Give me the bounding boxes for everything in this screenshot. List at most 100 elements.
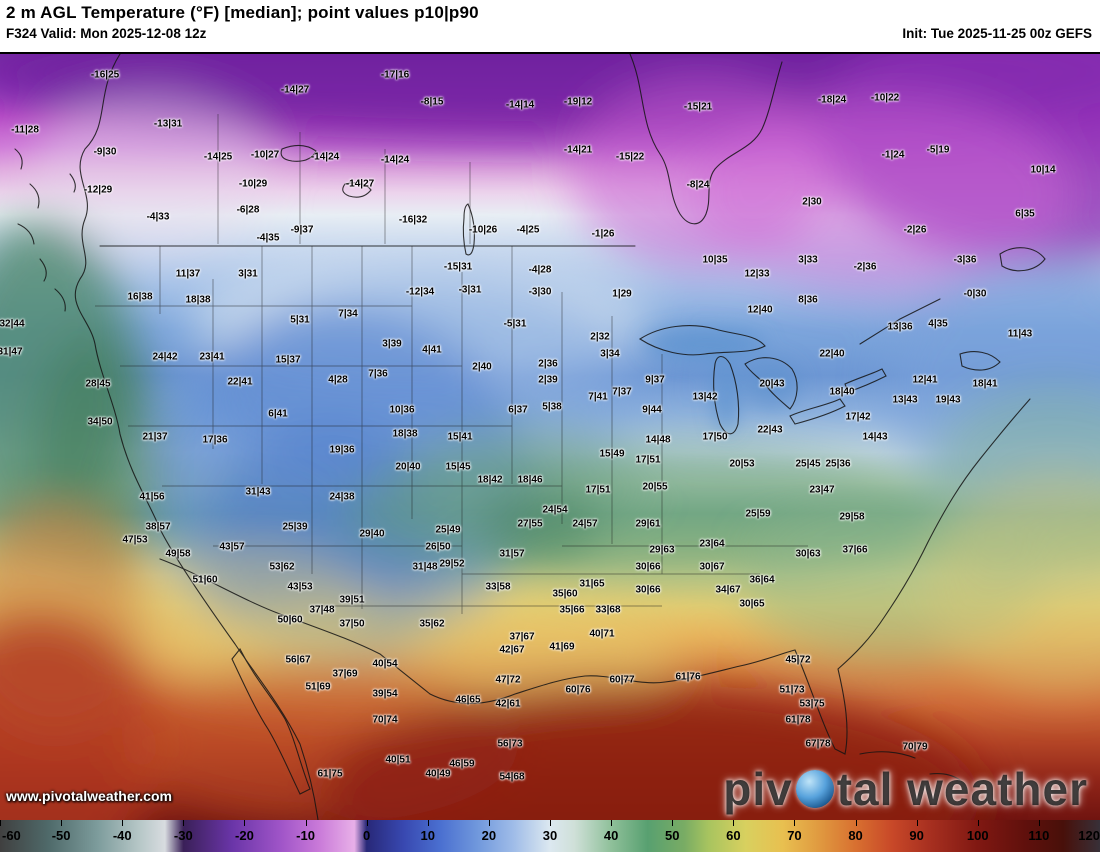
- point-value: 29|63: [649, 544, 675, 556]
- point-value: 60|76: [565, 684, 591, 696]
- brand-text-right: tal weather: [836, 763, 1088, 815]
- point-value: 22|43: [757, 424, 783, 436]
- point-value: 22|40: [819, 348, 845, 360]
- colorbar-tick-label: 120: [1078, 828, 1100, 843]
- point-value: 40|71: [589, 628, 615, 640]
- point-value: 31|57: [499, 548, 525, 560]
- point-value: 4|35: [928, 318, 948, 330]
- point-value: 17|51: [585, 484, 611, 496]
- point-value: 3|39: [382, 338, 402, 350]
- point-value: 40|49: [425, 768, 451, 780]
- colorbar-tick-label: 100: [966, 828, 989, 843]
- point-value: 30|65: [739, 598, 765, 610]
- point-value: 9|37: [645, 374, 665, 386]
- brand-watermark: piv tal weather: [723, 762, 1088, 816]
- point-value: 17|36: [202, 434, 228, 446]
- colorbar-tick: [550, 820, 551, 826]
- point-value: -15|22: [615, 151, 645, 163]
- point-value: 22|41: [227, 376, 253, 388]
- point-value: 25|36: [825, 458, 851, 470]
- point-value: 61|76: [675, 671, 701, 683]
- point-value: 10|36: [389, 404, 415, 416]
- point-value: -8|15: [420, 96, 444, 108]
- point-value: -5|19: [926, 144, 950, 156]
- colorbar-tick: [0, 820, 1, 826]
- point-value: 23|47: [809, 484, 835, 496]
- point-value: 5|38: [542, 401, 562, 413]
- point-value: 29|58: [839, 511, 865, 523]
- point-value: -5|31: [503, 318, 527, 330]
- point-value: 13|42: [692, 391, 718, 403]
- point-value: 67|78: [805, 738, 831, 750]
- point-value: 18|41: [972, 378, 998, 390]
- point-value: 12|41: [912, 374, 938, 386]
- brand-text-left: piv: [723, 763, 793, 815]
- point-value: -9|30: [93, 146, 117, 158]
- point-value: 8|36: [798, 294, 818, 306]
- point-value: 21|37: [142, 431, 168, 443]
- point-value: -16|25: [90, 69, 120, 81]
- point-value: 61|78: [785, 714, 811, 726]
- colorbar-tick-label: 90: [909, 828, 924, 843]
- point-value: -19|12: [563, 96, 593, 108]
- colorbar-tick: [916, 820, 918, 826]
- point-value: 4|28: [328, 374, 348, 386]
- point-value: 7|36: [368, 368, 388, 380]
- point-value: -3|31: [458, 284, 482, 296]
- point-value: -4|25: [516, 224, 540, 236]
- point-value: 31|48: [412, 561, 438, 573]
- point-value: 53|75: [799, 698, 825, 710]
- point-value: 18|42: [477, 474, 503, 486]
- point-value: 19|43: [935, 394, 961, 406]
- point-value: 70|79: [902, 741, 928, 753]
- colorbar-tick-label: 80: [848, 828, 863, 843]
- point-value: 31|65: [579, 578, 605, 590]
- point-value: 7|37: [612, 386, 632, 398]
- point-value: 31|43: [245, 486, 271, 498]
- point-value: 35|60: [552, 588, 578, 600]
- point-value: 56|73: [497, 738, 523, 750]
- point-value: 25|59: [745, 508, 771, 520]
- point-value: -8|24: [686, 179, 710, 191]
- point-value: 4|41: [422, 344, 442, 356]
- colorbar-tick-label: 10: [420, 828, 435, 843]
- point-value: 12|33: [744, 268, 770, 280]
- point-value: 30|66: [635, 584, 661, 596]
- colorbar-tick-label: -20: [235, 828, 254, 843]
- point-value: 2|40: [472, 361, 492, 373]
- colorbar-tick-label: 70: [787, 828, 802, 843]
- point-value: 37|67: [509, 631, 535, 643]
- colorbar-tick-label: 40: [603, 828, 619, 843]
- point-value: 9|44: [642, 404, 662, 416]
- point-value: 3|34: [600, 348, 620, 360]
- point-value: 23|64: [699, 538, 725, 550]
- point-value: -3|30: [528, 286, 552, 298]
- temperature-field-graphic: [0, 54, 1100, 820]
- point-value: -11|28: [11, 124, 39, 136]
- point-value: 42|67: [499, 644, 525, 656]
- point-value: 6|41: [268, 408, 288, 420]
- valid-time: F324 Valid: Mon 2025-12-08 12z: [6, 26, 207, 41]
- colorbar-tick: [611, 820, 613, 826]
- colorbar-tick-label: -50: [51, 828, 71, 843]
- colorbar-tick: [61, 820, 63, 826]
- point-value: 24|57: [572, 518, 598, 530]
- point-value: -9|37: [290, 224, 314, 236]
- point-value: -14|27: [345, 178, 375, 190]
- point-value: 24|42: [152, 351, 178, 363]
- point-value: 17|42: [845, 411, 871, 423]
- point-value: 30|66: [635, 561, 661, 573]
- point-value: 14|48: [645, 434, 671, 446]
- point-value: 30|63: [795, 548, 821, 560]
- point-value: 37|48: [309, 604, 335, 616]
- watermark-url: www.pivotalweather.com: [6, 788, 172, 804]
- point-value: 7|41: [588, 391, 608, 403]
- point-value: 34|50: [87, 416, 113, 428]
- point-value: -4|28: [528, 264, 552, 276]
- point-value: 18|40: [829, 386, 855, 398]
- point-value: 37|69: [332, 668, 358, 680]
- point-value: 3|31: [238, 268, 258, 280]
- init-time: Init: Tue 2025-11-25 00z GEFS: [902, 26, 1092, 41]
- point-value: -10|29: [238, 178, 268, 190]
- point-value: 25|39: [282, 521, 308, 533]
